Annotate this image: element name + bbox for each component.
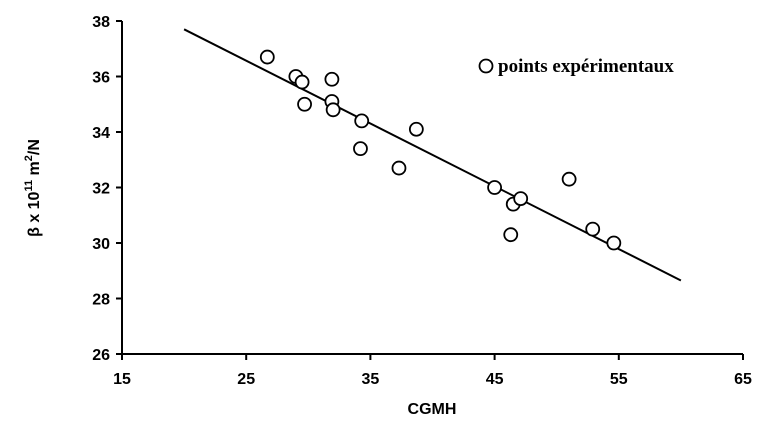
x-tick-label: 35 bbox=[362, 371, 380, 388]
data-point bbox=[324, 71, 340, 87]
data-points bbox=[259, 49, 622, 251]
y-axis-title-exp1: 11 bbox=[23, 180, 35, 192]
y-axis-title-exp2: 2 bbox=[23, 155, 35, 161]
data-point bbox=[294, 74, 310, 90]
x-tick-label: 15 bbox=[113, 371, 131, 388]
data-point bbox=[503, 227, 519, 243]
y-tick-label: 38 bbox=[92, 14, 110, 31]
data-point bbox=[259, 49, 275, 65]
y-tick-label: 36 bbox=[92, 70, 110, 87]
x-tick-label: 65 bbox=[734, 371, 752, 388]
y-tick-label: 32 bbox=[92, 181, 110, 198]
fit-line-group bbox=[183, 28, 682, 282]
y-axis-title-suffix: /N bbox=[26, 139, 43, 155]
legend-marker bbox=[478, 58, 494, 74]
y-tick-label: 26 bbox=[92, 347, 110, 364]
x-tick-label: 55 bbox=[610, 371, 628, 388]
y-tick-label: 34 bbox=[92, 125, 110, 142]
legend: points expérimentaux bbox=[478, 56, 674, 77]
data-point bbox=[297, 96, 312, 112]
data-point bbox=[585, 221, 601, 237]
data-point bbox=[487, 180, 503, 195]
data-point bbox=[408, 121, 424, 137]
data-point bbox=[513, 191, 529, 207]
data-point bbox=[391, 160, 407, 176]
data-point bbox=[353, 141, 368, 157]
regression-line bbox=[183, 28, 682, 282]
data-point bbox=[354, 113, 370, 129]
x-tick-label: 25 bbox=[237, 371, 255, 388]
y-axis-title-mid: m bbox=[26, 161, 43, 180]
data-point bbox=[606, 235, 622, 251]
x-tick-label: 45 bbox=[486, 371, 504, 388]
y-axis-title-prefix: β x 10 bbox=[26, 191, 43, 236]
legend-label: points expérimentaux bbox=[498, 56, 674, 77]
x-axis-title: CGMH bbox=[408, 401, 457, 418]
y-axis-title: β x 1011 m2/N bbox=[23, 139, 43, 237]
y-tick-label: 28 bbox=[92, 292, 110, 309]
y-tick-label: 30 bbox=[92, 236, 110, 253]
data-point bbox=[561, 171, 577, 187]
data-point bbox=[325, 102, 341, 118]
ticks: 15 25 35 45 55 65 26 28 30 32 34 36 38 bbox=[92, 14, 752, 388]
